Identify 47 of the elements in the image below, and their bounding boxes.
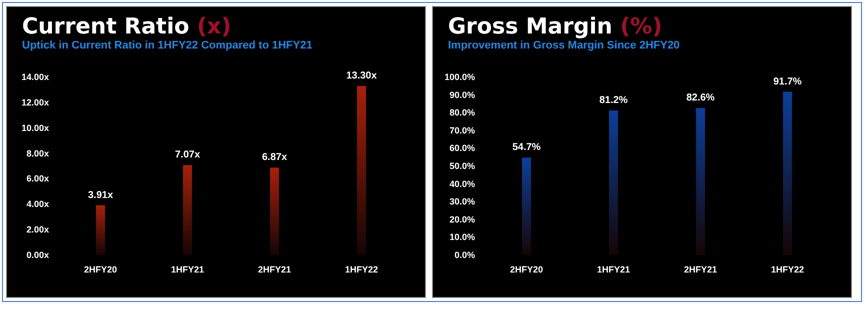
- x-tick-label: 1HFY22: [344, 264, 378, 274]
- x-tick-label: 2HFY20: [84, 264, 118, 274]
- y-tick-label: 50.0%: [449, 161, 475, 171]
- x-tick-label: 1HFY22: [770, 264, 804, 274]
- y-tick-label: 12.00x: [21, 97, 49, 108]
- y-tick-label: 0.0%: [454, 250, 475, 260]
- y-tick-label: 0.00x: [26, 250, 49, 260]
- y-tick-label: 4.00x: [26, 199, 49, 210]
- y-tick-label: 10.00x: [21, 122, 49, 133]
- x-tick-label: 1HFY21: [170, 264, 204, 274]
- bar: [783, 92, 792, 255]
- data-label: 81.2%: [599, 94, 628, 106]
- y-tick-label: 60.0%: [449, 143, 475, 154]
- data-label: 91.7%: [773, 76, 802, 88]
- x-tick-label: 1HFY21: [596, 264, 630, 274]
- x-tick-label: 2HFY21: [684, 264, 718, 274]
- data-label: 3.91x: [88, 190, 114, 201]
- y-tick-label: 8.00x: [26, 148, 49, 158]
- y-tick-label: 100.0%: [444, 72, 475, 82]
- bar: [357, 86, 366, 255]
- bar: [96, 205, 105, 255]
- data-label: 7.07x: [174, 150, 200, 161]
- data-label: 6.87x: [262, 152, 288, 164]
- bar: [522, 158, 531, 255]
- chart-title: Current Ratio (x): [22, 14, 232, 40]
- y-tick-label: 30.0%: [449, 196, 475, 207]
- y-tick-label: 10.0%: [449, 232, 475, 242]
- data-label: 13.30x: [346, 70, 378, 82]
- chart-subtitle: Improvement in Gross Margin Since 2HFY20: [448, 40, 680, 52]
- chart-subtitle: Uptick in Current Ratio in 1HFY22 Compared to 1HFY21: [22, 40, 312, 52]
- bar: [696, 108, 705, 255]
- x-tick-label: 2HFY21: [258, 264, 292, 274]
- bar: [270, 168, 279, 255]
- y-tick-label: 90.0%: [449, 90, 475, 100]
- y-tick-label: 6.00x: [26, 174, 49, 184]
- x-tick-label: 2HFY20: [510, 264, 544, 274]
- y-tick-label: 40.0%: [449, 178, 475, 189]
- bar: [609, 110, 618, 255]
- y-tick-label: 80.0%: [449, 108, 475, 118]
- bar: [183, 165, 192, 255]
- data-label: 54.7%: [512, 142, 541, 154]
- data-label: 82.6%: [686, 92, 715, 104]
- y-tick-label: 14.00x: [21, 72, 49, 82]
- chart-title: Gross Margin (%): [448, 14, 662, 40]
- y-tick-label: 70.0%: [449, 125, 475, 136]
- y-tick-label: 20.0%: [449, 214, 475, 224]
- y-tick-label: 2.00x: [26, 224, 49, 235]
